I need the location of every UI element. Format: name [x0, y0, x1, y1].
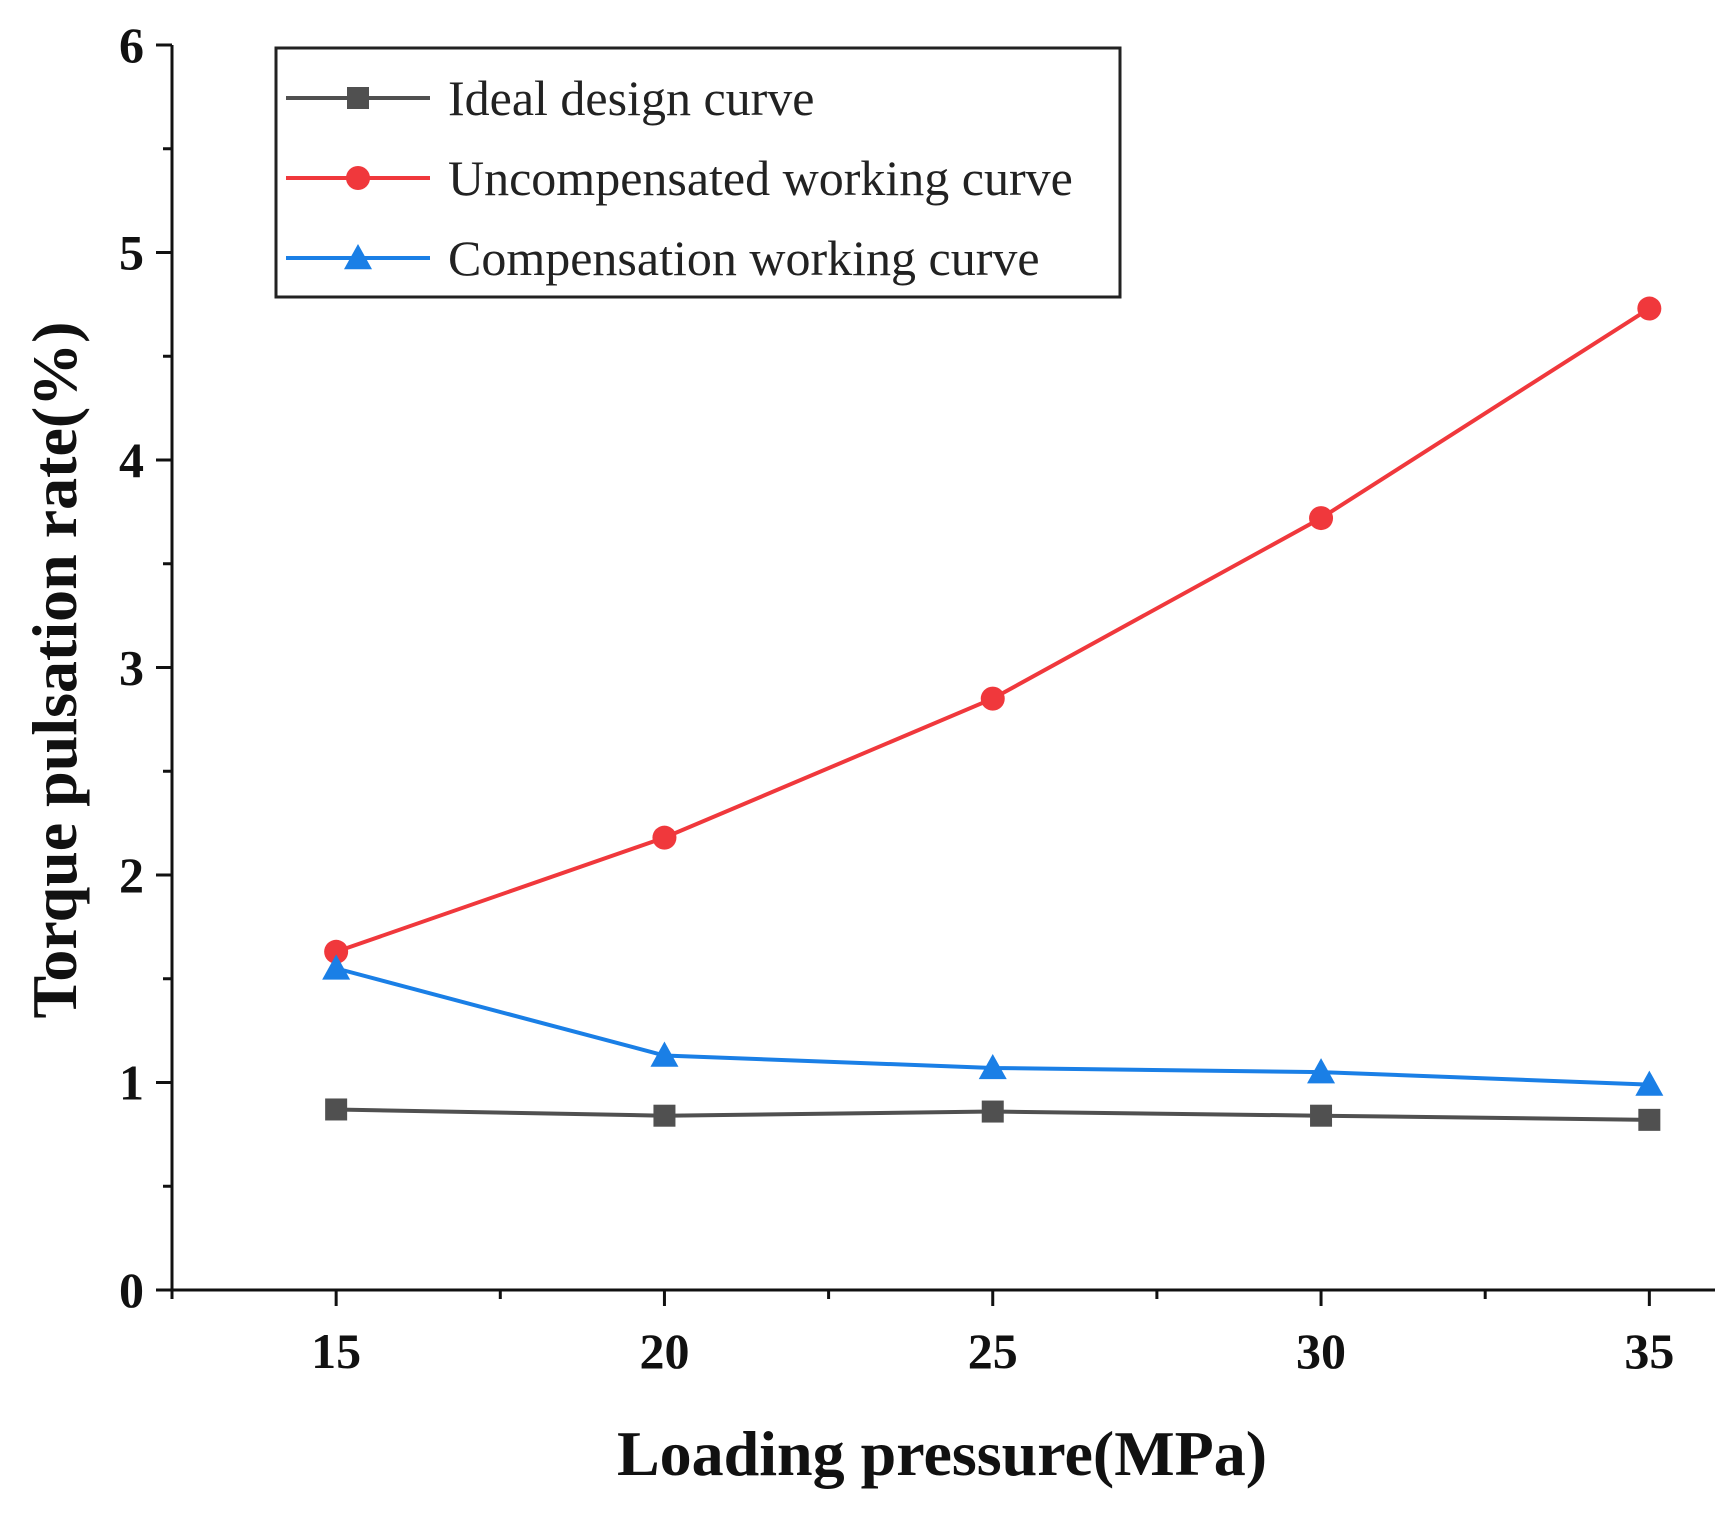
data-point: [1310, 1104, 1333, 1127]
legend-label: Compensation working curve: [448, 230, 1040, 286]
y-tick-label: 5: [119, 225, 144, 281]
legend-box: [274, 46, 1122, 299]
legend-label: Ideal design curve: [448, 70, 815, 126]
legend-label: Uncompensated working curve: [448, 150, 1073, 206]
data-point: [653, 1104, 676, 1127]
data-point: [1309, 506, 1334, 531]
axes: 0 1 2 3 4 5 6 15 20 25 30 35: [119, 17, 1715, 1379]
data-point: [650, 1041, 679, 1067]
x-tick-label: 35: [1624, 1323, 1674, 1379]
data-point: [1635, 1070, 1664, 1096]
legend-marker: [344, 244, 372, 270]
data-point: [1637, 296, 1662, 321]
data-point: [981, 1100, 1004, 1123]
y-tick-label: 0: [119, 1262, 144, 1318]
series-2: [324, 296, 1662, 964]
legend: Ideal design curve Uncompensated working …: [274, 46, 1122, 299]
series-1: [325, 1098, 1661, 1131]
y-tick-label: 2: [119, 847, 144, 903]
data-point: [1307, 1058, 1336, 1084]
data-point: [322, 954, 351, 980]
data-point: [978, 1053, 1007, 1080]
x-axis-title: Loading pressure(MPa): [617, 1418, 1267, 1489]
x-tick-label: 15: [311, 1323, 361, 1379]
legend-marker: [347, 87, 369, 109]
series-line: [335, 306, 1651, 954]
data-point: [325, 1098, 348, 1121]
y-axis-title: Torque pulsation rate(%): [19, 322, 90, 1019]
data-point: [324, 939, 349, 964]
x-tick-label: 30: [1296, 1323, 1346, 1379]
y-tick-label: 4: [119, 432, 144, 488]
data-point: [980, 686, 1005, 711]
x-tick-label: 20: [639, 1323, 689, 1379]
legend-marker: [346, 166, 370, 190]
series-layer: [322, 296, 1664, 1131]
y-tick-label: 3: [119, 640, 144, 696]
data-point: [652, 825, 677, 850]
x-tick-label: 25: [968, 1323, 1018, 1379]
y-tick-label: 1: [119, 1055, 144, 1111]
series-3: [322, 954, 1664, 1096]
data-point: [1638, 1108, 1661, 1131]
y-tick-label: 6: [119, 17, 144, 73]
